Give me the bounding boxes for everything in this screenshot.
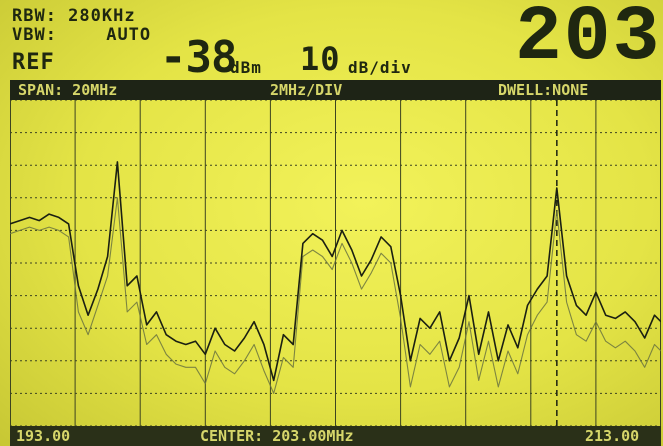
vbw-readout: VBW: AUTO	[12, 25, 151, 45]
center-frequency: CENTER: 203.00MHz	[200, 427, 354, 445]
plot-grid	[10, 100, 661, 426]
scale-value: 10	[300, 40, 341, 78]
spectrum-traces	[10, 161, 661, 394]
vbw-label: VBW:	[12, 25, 57, 45]
live-trace	[10, 161, 661, 382]
ref-label: REF	[12, 50, 55, 75]
stop-frequency: 213.00	[585, 427, 640, 445]
div-readout: 2MHz/DIV	[270, 81, 343, 99]
dwell-readout: DWELL:NONE	[498, 81, 589, 99]
start-frequency: 193.00	[16, 427, 71, 445]
scale-unit: dB/div	[348, 58, 412, 77]
channel-number: 203	[515, 0, 662, 82]
rbw-readout: RBW: 280KHz	[12, 6, 136, 26]
span-readout: SPAN: 20MHz	[18, 81, 118, 99]
frequency-bar: 193.00 CENTER: 203.00MHz 213.00	[10, 426, 661, 446]
status-bar: SPAN: 20MHz 2MHz/DIV DWELL:NONE	[10, 80, 661, 100]
secondary-trace	[10, 197, 661, 394]
ref-level-unit: dBm	[230, 58, 262, 77]
ref-level-value: -38	[160, 32, 237, 83]
spectrum-plot	[10, 100, 661, 426]
vbw-value: AUTO	[106, 25, 152, 45]
